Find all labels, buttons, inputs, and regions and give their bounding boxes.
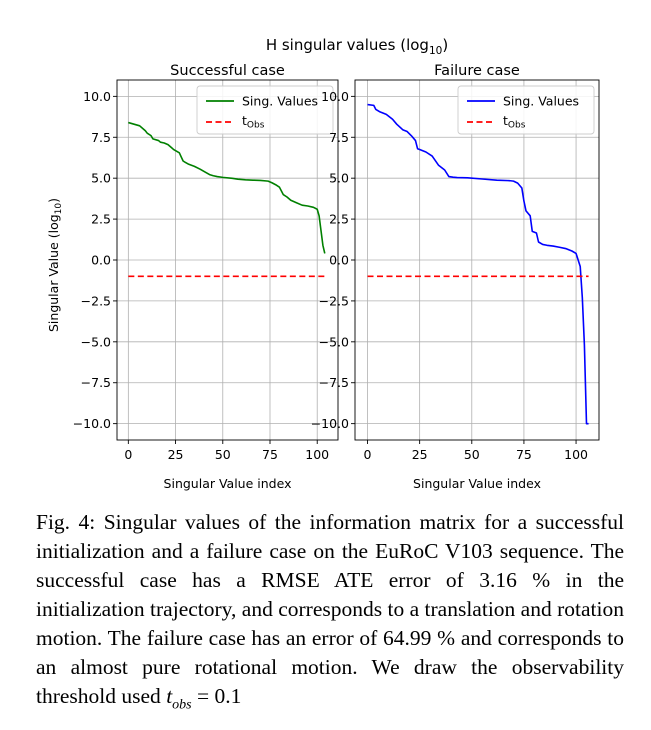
y-tick-label: −5.0 — [319, 334, 349, 349]
successful-case-panel: 0 25 50 75 100 10.0 7.5 5.0 2.5 0.0 −2.5 −5.0 −7.5 −1… — [73, 63, 339, 491]
y-tick-label: −5.0 — [81, 334, 111, 349]
x-tick-label: 50 — [464, 447, 480, 462]
panel-title: Failure case — [434, 63, 520, 79]
caption-threshold-variable: t — [166, 684, 173, 708]
x-axis-label: Singular Value index — [164, 476, 292, 491]
x-tick-label: 75 — [262, 447, 278, 462]
y-tick-label: 10.0 — [321, 89, 349, 104]
y-tick-label: 10.0 — [83, 89, 111, 104]
caption-threshold-value: = 0.1 — [191, 684, 242, 708]
y-tick-label: 0.0 — [329, 253, 349, 268]
y-tick-label: −7.5 — [81, 375, 111, 390]
caption-text: Fig. 4: Singular values of the informati… — [36, 510, 624, 708]
y-tick-label: −10.0 — [73, 416, 111, 431]
y-tick-label: 5.0 — [91, 171, 111, 186]
y-tick-label: −7.5 — [319, 375, 349, 390]
x-tick-label: 50 — [215, 447, 231, 462]
singular-values-line — [367, 103, 589, 425]
caption-threshold-subscript: obs — [172, 697, 192, 713]
y-tick-label: −10.0 — [311, 416, 349, 431]
y-tick-label: −2.5 — [319, 293, 349, 308]
singular-values-line — [128, 121, 326, 254]
y-tick-label: 7.5 — [329, 130, 349, 145]
x-tick-label: 0 — [364, 447, 372, 462]
x-tick-label: 25 — [168, 447, 184, 462]
x-tick-label: 0 — [124, 447, 132, 462]
failure-case-panel: 0 25 50 75 100 10.0 7.5 5.0 2.5 0.0 −2.5 −5.0 −7.5 −1… — [311, 63, 600, 491]
figure-suptitle: H singular values (log10) — [266, 36, 448, 57]
panel-title: Successful case — [170, 63, 285, 79]
x-tick-label: 100 — [564, 447, 588, 462]
x-tick-label: 25 — [412, 447, 428, 462]
singular-values-figure: H singular values (log10) Singular Value… — [46, 36, 600, 491]
figure-caption: Fig. 4: Singular values of the informati… — [36, 508, 624, 719]
legend-threshold-label: tObs — [503, 113, 526, 131]
y-tick-label: 5.0 — [329, 171, 349, 186]
x-axis-label: Singular Value index — [413, 476, 541, 491]
x-tick-label: 100 — [305, 447, 329, 462]
y-tick-label: 2.5 — [329, 212, 349, 227]
shared-y-axis-label: Singular Value (log10) — [46, 198, 64, 332]
legend-series-label: Sing. Values — [503, 94, 579, 109]
y-tick-label: 2.5 — [91, 212, 111, 227]
y-tick-label: −2.5 — [81, 293, 111, 308]
y-tick-label: 0.0 — [91, 253, 111, 268]
y-tick-label: 7.5 — [91, 130, 111, 145]
legend-series-label: Sing. Values — [242, 94, 318, 109]
legend-threshold-label: tObs — [242, 113, 265, 131]
x-tick-label: 75 — [516, 447, 532, 462]
